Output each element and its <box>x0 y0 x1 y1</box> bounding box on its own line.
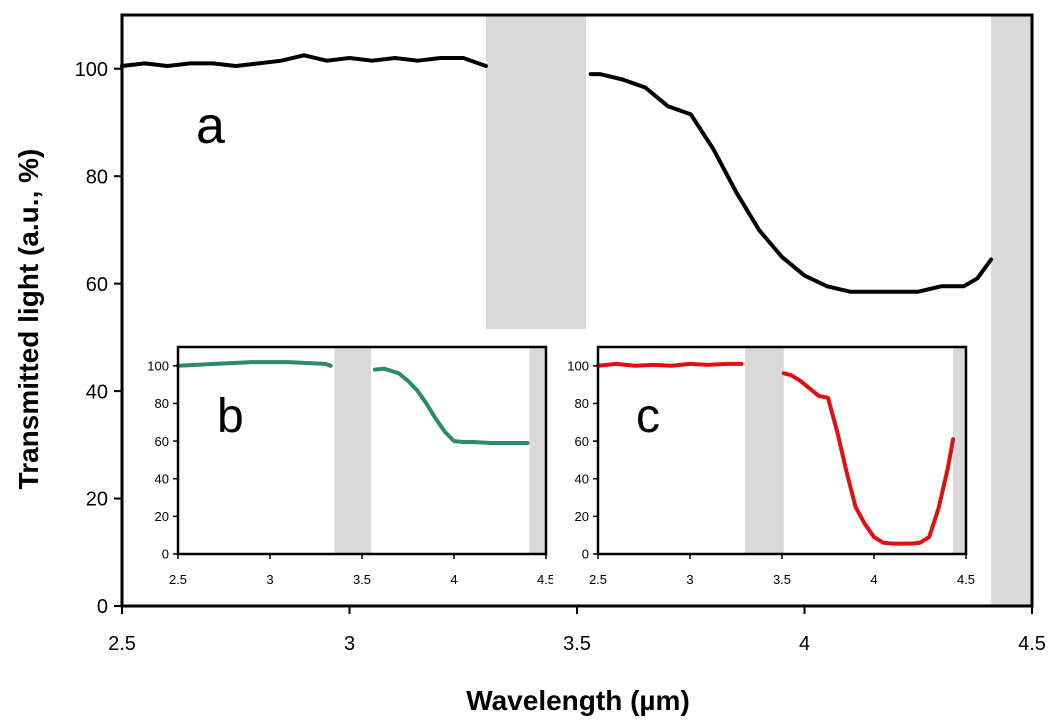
panel-b-x-tick-label-0: 2.5 <box>169 572 187 587</box>
panel-b-y-tick-label-0: 0 <box>162 547 169 562</box>
panel-a-series-line-0-segment-1 <box>588 72 994 294</box>
panel-c-y-tick-label-2: 40 <box>575 471 589 486</box>
panel-a-series-line-0-segment-0 <box>120 53 488 68</box>
panel-a-y-tick-label-3: 60 <box>86 274 108 296</box>
panel-a-y-tick-label-2: 40 <box>86 381 108 403</box>
y-axis-title: Transmitted light (a.u., %) <box>13 149 44 490</box>
panel-b-shaded-band-0 <box>334 347 372 554</box>
panel-c-series-line-0-segment-0 <box>596 361 744 368</box>
panel-a-y-tick-label-4: 80 <box>86 166 108 188</box>
panel-b-series-line-0-segment-1 <box>372 366 530 445</box>
panel-b-y-tick-label-4: 80 <box>155 396 169 411</box>
panel-b-x-tick-label-1: 3 <box>266 572 273 587</box>
panel-c-y-tick-label-5: 100 <box>567 358 589 373</box>
panel-b-x-tick-label-4: 4.5 <box>537 572 555 587</box>
panel-c-shaded-band-0 <box>745 347 784 554</box>
panel-b-shaded-band-1 <box>529 347 546 554</box>
panel-a-y-tick-label-5: 100 <box>75 59 108 81</box>
panel-c-y-tick-label-4: 80 <box>575 396 589 411</box>
panel-c-chart: 2.5 3 3.5 4 4.5 0 20 40 60 80 100 <box>553 343 980 596</box>
panel-label-c: c <box>636 390 660 443</box>
panel-a-y-tick-label-1: 20 <box>86 489 108 511</box>
panel-b-y-tick-label-2: 40 <box>155 471 169 486</box>
panel-c-x-tick-label-4: 4.5 <box>957 572 975 587</box>
panel-c-x-tick-label-1: 3 <box>686 572 693 587</box>
panel-a-y-tick-label-0: 0 <box>97 596 108 618</box>
panel-c-y-tick-label-3: 60 <box>575 434 589 449</box>
panel-a-x-tick-label-0: 2.5 <box>108 633 136 655</box>
panel-b-y-tick-label-1: 20 <box>155 509 169 524</box>
panel-a-x-tick-label-2: 3.5 <box>563 633 591 655</box>
panel-b-y-tick-label-5: 100 <box>147 358 169 373</box>
panel-c-x-tick-label-2: 3.5 <box>773 572 791 587</box>
panel-b-series-line-0-segment-0 <box>176 360 333 368</box>
panel-c-x-tick-label-0: 2.5 <box>589 572 607 587</box>
panel-c-y-tick-label-1: 20 <box>575 509 589 524</box>
panel-b-x-tick-label-3: 4 <box>450 572 457 587</box>
panel-c-series-line-0-segment-1 <box>781 371 956 546</box>
panel-b-y-tick-label-3: 60 <box>155 434 169 449</box>
panel-a-x-tick-label-1: 3 <box>344 633 355 655</box>
panel-a-x-tick-label-3: 4 <box>799 633 810 655</box>
panel-a-shaded-band-1 <box>991 15 1032 606</box>
panel-c-shaded-band-1 <box>953 347 966 554</box>
panel-c-y-tick-label-0: 0 <box>582 547 589 562</box>
panel-a-x-tick-label-4: 4.5 <box>1018 633 1046 655</box>
x-axis-title: Wavelength (µm) <box>466 685 690 716</box>
panel-b-chart: 2.5 3 3.5 4 4.5 0 20 40 60 80 100 <box>133 343 562 596</box>
panel-b-x-tick-label-2: 3.5 <box>353 572 371 587</box>
panel-label-a: a <box>196 97 225 155</box>
panel-label-b: b <box>217 390 244 443</box>
panel-c-x-tick-label-3: 4 <box>870 572 877 587</box>
panel-a-shaded-band-0 <box>486 15 587 330</box>
